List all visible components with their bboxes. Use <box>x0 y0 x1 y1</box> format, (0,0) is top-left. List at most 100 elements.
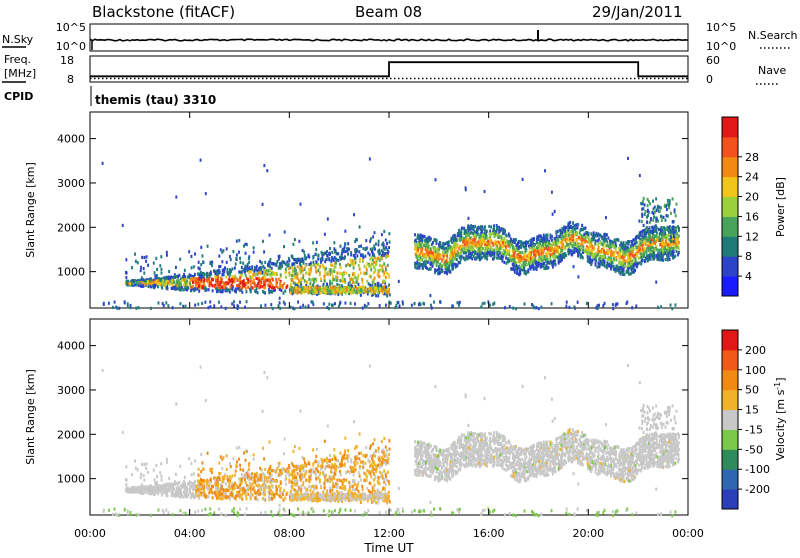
power-cell <box>547 266 549 269</box>
power-cell <box>552 213 554 216</box>
power-cell <box>428 236 430 239</box>
power-cell <box>656 234 658 237</box>
power-cell <box>304 254 306 257</box>
power-cell <box>167 276 169 279</box>
power-cell <box>291 289 293 292</box>
power-cell <box>435 259 437 262</box>
power-cell <box>378 282 380 285</box>
power-cell <box>224 285 226 288</box>
power-cell <box>244 306 246 309</box>
power-cell <box>613 257 615 260</box>
power-colorbar-swatches <box>722 117 738 297</box>
power-cell <box>195 284 197 287</box>
power-cell <box>485 235 487 238</box>
power-cell <box>189 278 191 281</box>
power-cell <box>196 278 198 281</box>
power-cell <box>617 254 619 257</box>
power-cell <box>166 254 168 257</box>
power-cell <box>108 302 110 305</box>
power-cell <box>211 278 213 281</box>
power-cell <box>615 256 617 259</box>
power-cell <box>498 254 500 257</box>
power-cell <box>625 250 627 253</box>
power-cell <box>359 225 361 228</box>
power-cell <box>350 253 352 256</box>
power-cell <box>157 285 159 288</box>
power-cell <box>514 251 516 254</box>
power-cell <box>341 284 343 287</box>
power-cell <box>223 268 225 271</box>
freq-label-line2: [MHz] <box>4 67 36 80</box>
power-cell <box>229 255 231 258</box>
power-cell <box>192 285 194 288</box>
power-cell <box>278 278 280 281</box>
power-cell <box>236 240 238 243</box>
power-cell <box>650 240 652 243</box>
power-cell <box>255 277 257 280</box>
power-cell <box>579 253 581 256</box>
power-cell <box>641 239 643 242</box>
power-cell <box>654 230 656 233</box>
velocity-cell <box>363 472 365 475</box>
power-cell <box>519 251 521 254</box>
power-cell <box>577 251 579 254</box>
power-cell <box>641 253 643 256</box>
power-cell <box>160 255 162 258</box>
power-cell <box>381 233 383 236</box>
power-cell <box>377 294 379 297</box>
power-cell <box>202 260 204 263</box>
power-cell <box>246 300 248 303</box>
power-cell <box>386 242 388 245</box>
power-cell <box>595 239 597 242</box>
power-cell <box>231 287 233 290</box>
power-cell <box>486 257 488 260</box>
power-cell <box>663 216 665 219</box>
power-cell <box>156 268 158 271</box>
power-cell <box>561 258 563 261</box>
power-cell <box>422 267 424 270</box>
power-cell <box>253 251 255 254</box>
power-cell <box>347 290 349 293</box>
power-cell <box>414 263 416 266</box>
power-cell <box>543 262 545 265</box>
power-cell <box>513 258 515 261</box>
power-cell <box>319 273 321 276</box>
power-cell <box>375 294 377 297</box>
power-cell <box>486 246 488 249</box>
power-cell <box>432 256 434 259</box>
power-cell <box>670 303 672 306</box>
power-cell <box>516 272 518 275</box>
power-cell <box>436 240 438 243</box>
power-colorbar-tick-label: 8 <box>745 250 752 263</box>
power-cell <box>212 284 214 287</box>
power-cell <box>226 261 228 264</box>
power-cell <box>604 260 606 263</box>
power-cell <box>660 248 662 251</box>
power-cell <box>347 286 349 289</box>
power-cell <box>383 262 385 265</box>
power-cell <box>605 216 607 219</box>
power-cell <box>652 199 654 202</box>
power-cell <box>244 283 246 286</box>
power-cell <box>154 271 156 274</box>
power-cell <box>238 251 240 254</box>
cpid-program-label: themis (tau) 3310 <box>95 93 216 107</box>
power-cell <box>478 254 480 257</box>
power-cell <box>544 255 546 258</box>
power-cell <box>142 284 144 287</box>
power-cell <box>452 254 454 257</box>
power-cell <box>669 251 671 254</box>
power-cell <box>597 234 599 237</box>
power-cell <box>350 277 352 280</box>
power-cell <box>672 197 674 200</box>
power-cell <box>262 240 264 243</box>
power-cell <box>458 304 460 307</box>
nave-tick-right-top: 60 <box>706 54 720 67</box>
power-cell <box>366 272 368 275</box>
power-cell <box>305 271 307 274</box>
power-cell <box>372 235 374 238</box>
power-cell <box>587 236 589 239</box>
power-cell <box>531 238 533 241</box>
power-cell <box>210 270 212 273</box>
power-cell <box>640 262 642 265</box>
